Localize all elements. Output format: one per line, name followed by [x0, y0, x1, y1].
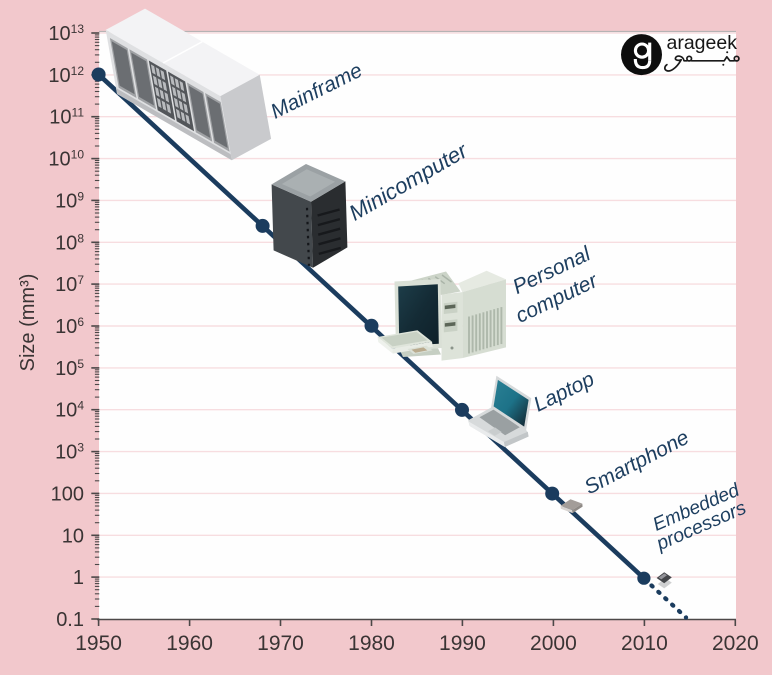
svg-text:100: 100: [51, 483, 84, 505]
svg-text:105: 105: [55, 357, 84, 380]
svg-text:1970: 1970: [257, 632, 304, 655]
svg-text:1950: 1950: [75, 632, 122, 655]
svg-text:2010: 2010: [621, 632, 668, 655]
svg-text:2020: 2020: [712, 632, 759, 655]
svg-text:2000: 2000: [530, 632, 577, 655]
svg-text:10: 10: [62, 525, 84, 547]
svg-text:108: 108: [55, 231, 84, 254]
svg-text:107: 107: [55, 273, 84, 296]
svg-text:1980: 1980: [348, 632, 395, 655]
svg-text:109: 109: [55, 189, 84, 212]
svg-text:103: 103: [55, 441, 84, 464]
svg-text:1960: 1960: [166, 632, 213, 655]
svg-text:Size (mm³): Size (mm³): [17, 274, 39, 372]
svg-text:104: 104: [55, 399, 84, 422]
svg-text:106: 106: [55, 315, 84, 338]
svg-text:1: 1: [73, 567, 84, 589]
svg-text:1990: 1990: [439, 632, 486, 655]
svg-text:0.1: 0.1: [56, 609, 84, 631]
svg-text:arageek: arageek: [667, 32, 738, 54]
